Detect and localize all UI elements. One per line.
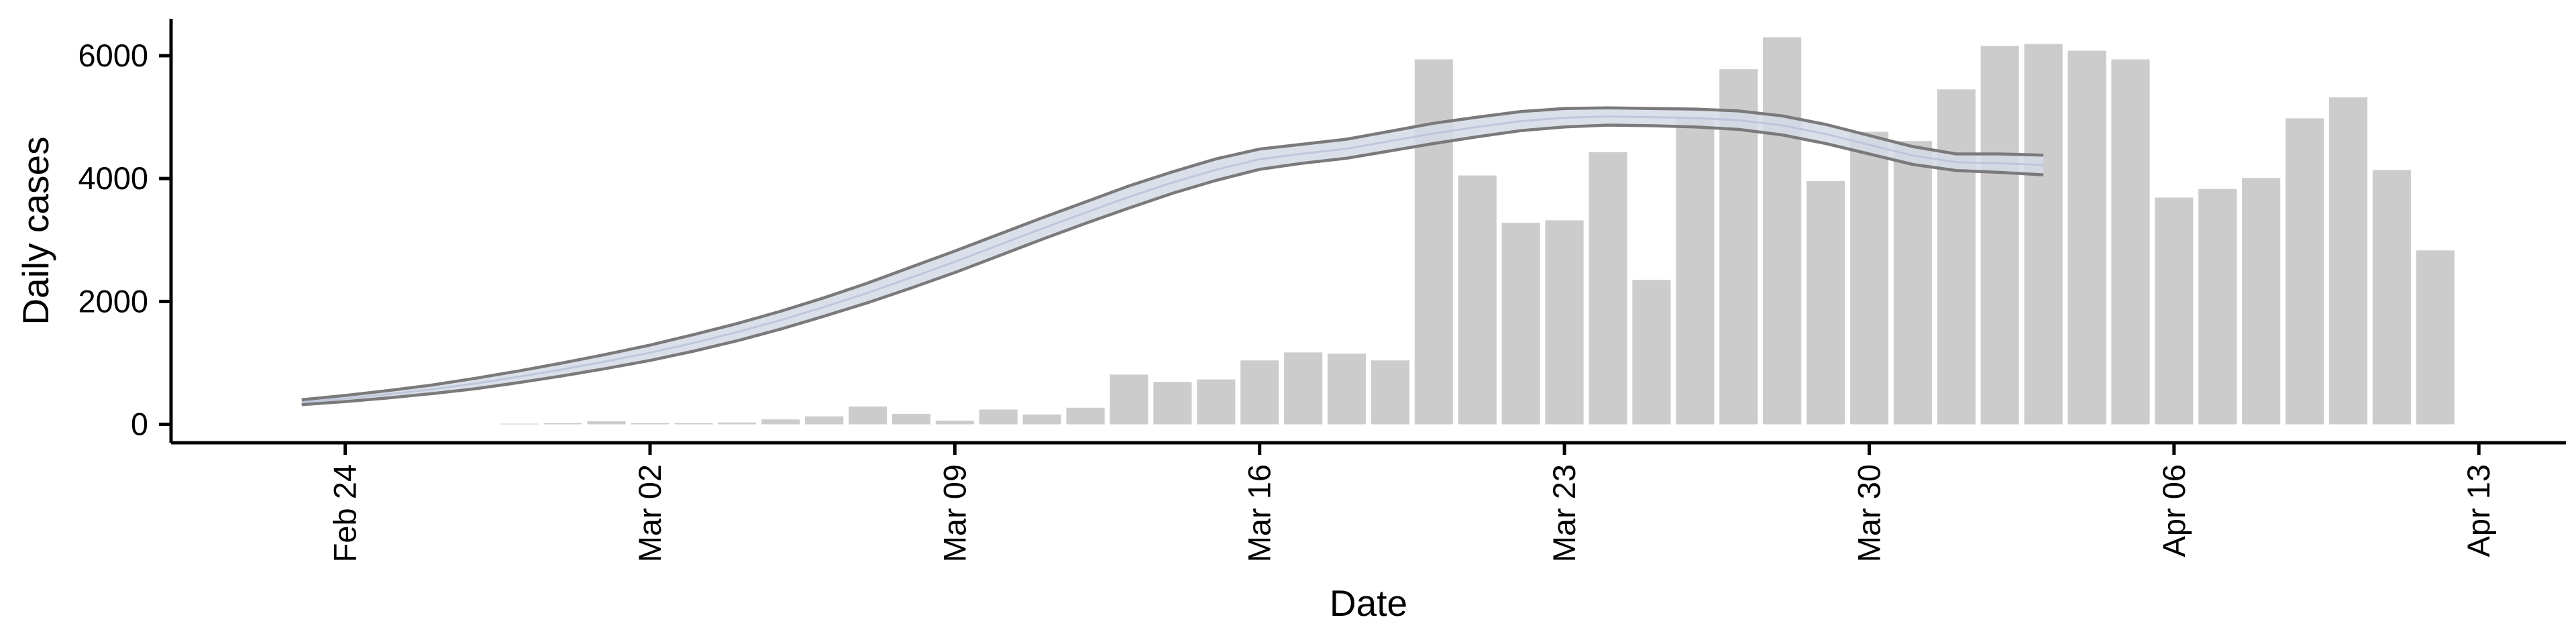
bar-2020-03-11 (1022, 414, 1061, 425)
x-tick-label-0: Feb 24 (327, 464, 363, 562)
x-ticks: Feb 24 Mar 02 Mar 09 Mar 16 Mar 23 Mar 30 Apr … (327, 443, 2496, 562)
bar-2020-03-13 (1110, 374, 1148, 425)
bar-2020-03-03 (674, 423, 713, 425)
bar-2020-03-21 (1458, 175, 1497, 425)
confidence-band-median (301, 115, 2044, 403)
bars-layer (500, 37, 2455, 425)
bar-2020-03-15 (1197, 379, 1236, 425)
bar-2020-02-28 (500, 423, 539, 425)
x-axis-title: Date (1330, 582, 1407, 624)
bar-2020-03-19 (1371, 360, 1410, 425)
bar-2020-03-26 (1676, 117, 1715, 425)
bar-2020-03-29 (1806, 180, 1845, 425)
y-tick-label-4000: 4000 (78, 160, 148, 196)
bar-2020-04-10 (2328, 97, 2368, 425)
x-tick-label-2: Mar 09 (936, 464, 972, 562)
bar-2020-03-12 (1066, 407, 1105, 425)
bar-2020-03-14 (1153, 382, 1192, 425)
y-tick-label-2000: 2000 (78, 283, 148, 319)
bar-2020-03-05 (761, 419, 800, 425)
bar-2020-03-30 (1849, 131, 1889, 425)
bar-2020-04-12 (2416, 250, 2455, 425)
axes-layer (169, 19, 2566, 445)
y-tick-label-0: 0 (131, 407, 148, 442)
bar-2020-03-10 (979, 409, 1018, 425)
bar-2020-03-18 (1327, 354, 1366, 425)
bar-2020-02-29 (543, 423, 582, 425)
bar-2020-04-11 (2372, 170, 2411, 425)
bar-2020-03-25 (1632, 280, 1671, 425)
x-tick-label-1: Mar 02 (632, 464, 667, 562)
bar-2020-03-06 (805, 416, 844, 425)
bar-2020-03-04 (718, 422, 757, 425)
x-tick-label-7: Apr 13 (2461, 464, 2496, 557)
bar-2020-03-24 (1589, 152, 1627, 425)
confidence-band-upper (301, 106, 2044, 402)
bar-2020-03-01 (587, 421, 626, 425)
bar-2020-03-16 (1240, 360, 1279, 425)
bar-2020-03-22 (1501, 223, 1540, 425)
bar-2020-03-28 (1763, 37, 1802, 425)
bar-2020-03-31 (1893, 141, 1932, 425)
bar-2020-03-07 (848, 406, 888, 425)
bar-2020-04-01 (1937, 89, 1976, 425)
x-tick-label-3: Mar 16 (1242, 464, 1277, 562)
bar-2020-03-02 (631, 423, 669, 425)
bar-2020-03-08 (892, 413, 931, 425)
x-tick-label-5: Mar 30 (1851, 464, 1887, 562)
confidence-band-layer (301, 106, 2044, 407)
x-tick-label-6: Apr 06 (2156, 464, 2192, 557)
bar-2020-03-17 (1284, 352, 1323, 425)
bar-2020-04-04 (2068, 50, 2106, 425)
x-tick-label-4: Mar 23 (1546, 464, 1582, 562)
bar-2020-04-07 (2198, 189, 2237, 425)
bar-2020-03-20 (1414, 59, 1453, 425)
bar-2020-04-08 (2242, 178, 2281, 425)
bar-2020-04-05 (2111, 59, 2150, 425)
bar-2020-04-02 (1980, 46, 2019, 425)
bar-2020-04-03 (2024, 44, 2063, 425)
y-ticks: 0 2000 4000 6000 (78, 38, 171, 442)
y-tick-label-6000: 6000 (78, 38, 148, 73)
bar-2020-03-09 (935, 421, 974, 425)
bar-2020-04-06 (2155, 197, 2194, 425)
confidence-band-area (301, 107, 2044, 405)
bar-2020-04-09 (2285, 118, 2324, 425)
y-axis-title: Daily cases (15, 136, 56, 325)
bar-2020-03-23 (1545, 220, 1584, 425)
confidence-band-lower (301, 123, 2044, 407)
